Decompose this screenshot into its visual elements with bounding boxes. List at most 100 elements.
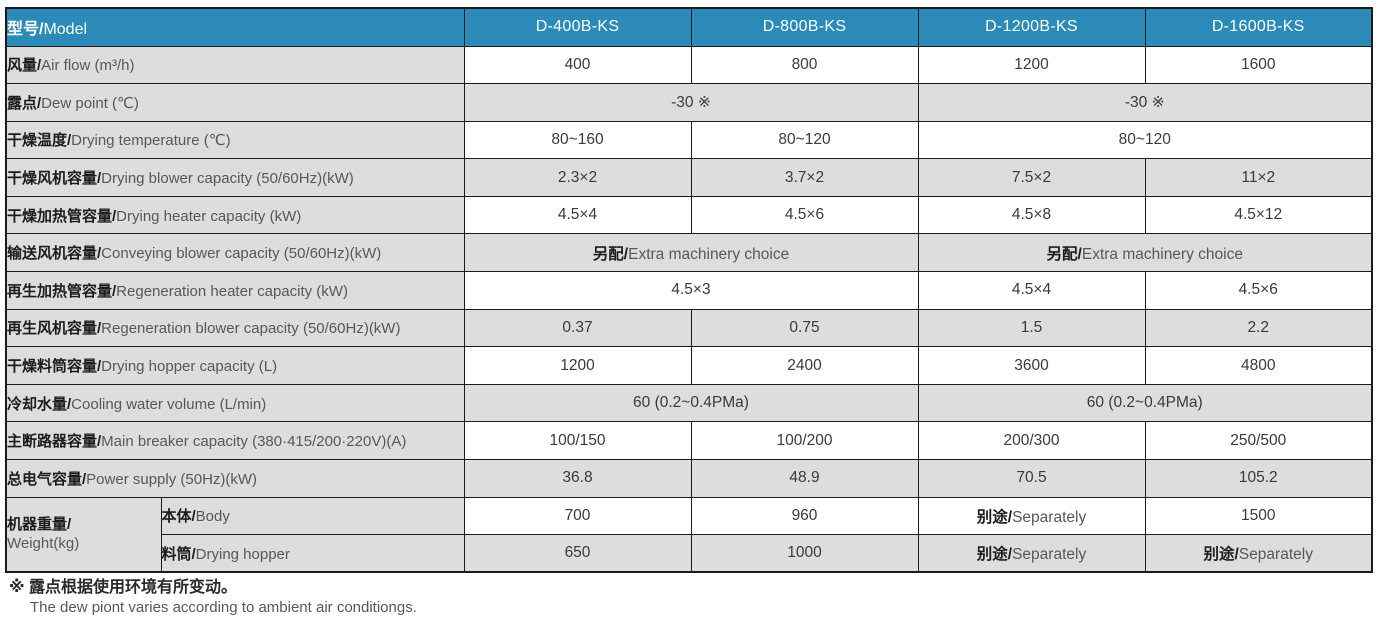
cell-regenblower-d1200: 1.5 [917,308,1146,348]
cell-airflow-d800: 800 [690,45,919,85]
cell-weight-hopper-d1200-cn: 别途/ [976,546,1013,564]
row-regeneration-blower: 再生风机容量/Regeneration blower capacity (50/… [5,308,1373,348]
cell-dewpoint-d1200-d1600: -30 ※ [917,83,1373,122]
header-model-d800: D-800B-KS [690,7,919,47]
label-drytemp-en: Drying temperature (℃) [71,132,231,150]
label-regenheater-en: Regeneration heater capacity (kW) [116,282,348,300]
cell-breaker-d1600: 250/500 [1144,421,1373,461]
label-drying-temperature: 干燥温度/Drying temperature (℃) [5,120,465,160]
label-airflow: 风量/Air flow (m³/h) [5,45,465,85]
label-weight-en: Weight(kg) [7,535,80,553]
label-weight-cn: 机器重量/ [7,516,72,534]
label-coolwater-cn: 冷却水量/ [7,395,72,413]
spec-table-container: 型号/Model D-400B-KS D-800B-KS D-1200B-KS … [5,7,1373,574]
label-breaker-en: Main breaker capacity (380·415/200·220V)… [101,433,407,451]
label-machine-weight: 机器重量/Weight(kg) [5,496,162,573]
label-weight-body-cn: 本体/ [161,508,196,526]
label-dryheater-cn: 干燥加热管容量/ [7,207,117,225]
label-airflow-en: Air flow (m³/h) [41,57,135,75]
label-regenblower-en: Regeneration blower capacity (50/60Hz)(k… [101,320,401,338]
cell-dryblower-d1200: 7.5×2 [917,158,1146,197]
label-conveying-blower: 输送风机容量/Conveying blower capacity (50/60H… [5,233,465,273]
row-weight-hopper: 料筒/Drying hopper 650 1000 别途/Separately … [6,534,1373,573]
cell-dryhopper-d400: 1200 [463,346,692,385]
row-dewpoint: 露点/Dew point (℃) -30 ※ -30 ※ [5,83,1373,122]
cell-breaker-d1200: 200/300 [917,421,1146,461]
cell-convblower-left-en: Extra machinery choice [628,245,790,263]
header-model-cn: 型号/ [7,21,44,39]
cell-dryheater-d400: 4.5×4 [463,195,692,235]
cell-weight-hopper-d1600-cn: 别途/ [1203,546,1239,564]
cell-power-d800: 48.9 [690,459,919,498]
cell-dryhopper-d800: 2400 [690,346,919,385]
cell-dryblower-d400: 2.3×2 [463,158,692,197]
header-model-d1600: D-1600B-KS [1144,7,1373,47]
row-weight-body: 机器重量/Weight(kg) 本体/Body 700 960 别途/Separ… [5,496,1373,573]
cell-drytemp-d800: 80~120 [690,120,919,160]
label-regeneration-blower: 再生风机容量/Regeneration blower capacity (50/… [5,308,465,348]
label-dewpoint-cn: 露点/ [7,94,42,112]
cell-drytemp-d400: 80~160 [463,120,692,160]
label-drying-hopper-capacity: 干燥料筒容量/Drying hopper capacity (L) [5,346,465,385]
cell-coolwater-d400-d800: 60 (0.2~0.4PMa) [463,383,919,423]
label-weight-hopper: 料筒/Drying hopper [160,534,465,573]
cell-breaker-d800: 100/200 [690,421,919,461]
cell-breaker-d400: 100/150 [463,421,692,461]
footnote-line2: The dew piont varies according to ambien… [30,599,417,616]
cell-drytemp-d1200-d1600: 80~120 [917,120,1373,160]
cell-convblower-left-cn: 另配/ [592,245,629,263]
row-drying-blower: 干燥风机容量/Drying blower capacity (50/60Hz)(… [5,158,1373,197]
cell-regenheater-d1600: 4.5×6 [1144,271,1373,310]
footnote-line1: ※ 露点根据使用环境有所变动。 [9,579,238,596]
label-weight-hopper-cn: 料筒/ [161,545,196,563]
label-drying-heater: 干燥加热管容量/Drying heater capacity (kW) [5,195,465,235]
cell-dryheater-d800: 4.5×6 [690,195,919,235]
cell-dryhopper-d1600: 4800 [1144,346,1373,385]
row-regeneration-heater: 再生加热管容量/Regeneration heater capacity (kW… [5,271,1373,310]
cell-weight-hopper-d1200-en: Separately [1012,546,1087,564]
cell-weight-body-d1200: 别途/Separately [917,496,1146,536]
label-weight-hopper-en: Drying hopper [195,545,290,563]
label-regenheater-cn: 再生加热管容量/ [7,282,117,300]
header-model-d1200: D-1200B-KS [917,7,1146,47]
cell-convblower-right-en: Extra machinery choice [1081,245,1243,263]
row-drying-temperature: 干燥温度/Drying temperature (℃) 80~160 80~12… [5,120,1373,160]
cell-airflow-d1600: 1600 [1144,45,1373,85]
label-drytemp-cn: 干燥温度/ [7,132,72,150]
row-main-breaker: 主断路器容量/Main breaker capacity (380·415/20… [5,421,1373,461]
cell-weight-hopper-d1600: 别途/Separately [1144,534,1373,573]
cell-convblower-d1200-d1600: 另配/Extra machinery choice [917,233,1373,273]
label-dryheater-en: Drying heater capacity (kW) [116,207,302,225]
header-row: 型号/Model D-400B-KS D-800B-KS D-1200B-KS … [5,7,1373,47]
cell-weight-body-d1600: 1500 [1144,496,1373,536]
cell-coolwater-d1200-d1600: 60 (0.2~0.4PMa) [917,383,1373,423]
header-model-label: 型号/Model [5,7,465,47]
cell-dryheater-d1600: 4.5×12 [1144,195,1373,235]
label-regeneration-heater: 再生加热管容量/Regeneration heater capacity (kW… [5,271,465,310]
cell-regenblower-d800: 0.75 [690,308,919,348]
label-dryblower-cn: 干燥风机容量/ [7,170,102,188]
label-power-cn: 总电气容量/ [7,470,87,488]
label-dryhopper-cn: 干燥料筒容量/ [7,358,102,376]
cell-weight-body-d400: 700 [463,496,692,536]
label-convblower-en: Conveying blower capacity (50/60Hz)(kW) [101,245,382,263]
cell-weight-hopper-d1600-en: Separately [1238,546,1313,564]
row-conveying-blower: 输送风机容量/Conveying blower capacity (50/60H… [5,233,1373,273]
cell-dewpoint-d400-d800: -30 ※ [463,83,919,122]
cell-power-d1200: 70.5 [917,459,1146,498]
cell-dryblower-d800: 3.7×2 [690,158,919,197]
cell-power-d400: 36.8 [463,459,692,498]
cell-regenblower-d1600: 2.2 [1144,308,1373,348]
cell-power-d1600: 105.2 [1144,459,1373,498]
cell-weight-hopper-d800: 1000 [690,534,919,573]
label-coolwater-en: Cooling water volume (L/min) [71,395,267,413]
label-weight-body: 本体/Body [160,496,465,536]
row-power-supply: 总电气容量/Power supply (50Hz)(kW) 36.8 48.9 … [5,459,1373,498]
cell-regenheater-d1200: 4.5×4 [917,271,1146,310]
label-regenblower-cn: 再生风机容量/ [7,320,102,338]
cell-convblower-right-cn: 另配/ [1046,245,1082,263]
label-power-supply: 总电气容量/Power supply (50Hz)(kW) [5,459,465,498]
row-airflow: 风量/Air flow (m³/h) 400 800 1200 1600 [5,45,1373,85]
label-weight-body-en: Body [195,508,230,526]
cell-weight-body-d1200-en: Separately [1012,508,1087,526]
